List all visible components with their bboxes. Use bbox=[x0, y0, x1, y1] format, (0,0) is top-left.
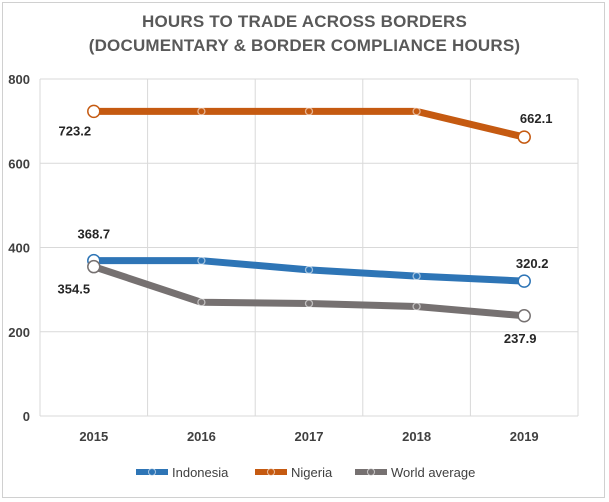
data-label: 368.7 bbox=[78, 227, 111, 242]
series-line bbox=[90, 107, 528, 141]
data-label: 320.2 bbox=[516, 256, 549, 271]
data-point bbox=[197, 256, 206, 265]
y-tick-label: 600 bbox=[8, 156, 30, 171]
legend-marker bbox=[148, 468, 156, 476]
data-point bbox=[197, 298, 206, 307]
series-line bbox=[90, 263, 528, 320]
data-point bbox=[304, 299, 314, 308]
data-label: 662.1 bbox=[520, 111, 553, 126]
y-tick-label: 400 bbox=[8, 241, 30, 256]
y-tick-label: 800 bbox=[8, 72, 30, 87]
chart-title: HOURS TO TRADE ACROSS BORDERS bbox=[141, 12, 468, 31]
data-label: 723.2 bbox=[59, 123, 92, 138]
x-tick-label: 2018 bbox=[402, 429, 431, 444]
data-point bbox=[412, 271, 421, 281]
legend-label: World average bbox=[391, 465, 475, 480]
data-point bbox=[517, 130, 531, 144]
data-point bbox=[412, 302, 421, 311]
data-point bbox=[197, 107, 206, 116]
legend-label: Nigeria bbox=[291, 465, 333, 480]
data-point bbox=[517, 274, 531, 288]
x-tick-label: 2017 bbox=[295, 429, 324, 444]
data-label: 237.9 bbox=[504, 331, 537, 346]
data-point bbox=[517, 309, 531, 323]
data-point bbox=[412, 107, 421, 116]
x-tick-label: 2019 bbox=[510, 429, 539, 444]
legend-label: Indonesia bbox=[172, 465, 229, 480]
chart-frame bbox=[2, 2, 605, 498]
legend-marker bbox=[367, 468, 375, 476]
series-line bbox=[90, 257, 528, 285]
data-label: 354.5 bbox=[58, 282, 91, 297]
legend-marker bbox=[267, 468, 275, 476]
chart-subtitle: (DOCUMENTARY & BORDER COMPLIANCE HOURS) bbox=[88, 36, 521, 55]
x-tick-label: 2015 bbox=[79, 429, 108, 444]
data-point bbox=[87, 259, 101, 274]
data-point bbox=[87, 104, 101, 119]
y-tick-label: 0 bbox=[23, 409, 30, 424]
data-point bbox=[304, 265, 314, 274]
data-point bbox=[304, 107, 314, 116]
y-tick-label: 200 bbox=[8, 325, 30, 340]
x-tick-label: 2016 bbox=[187, 429, 216, 444]
